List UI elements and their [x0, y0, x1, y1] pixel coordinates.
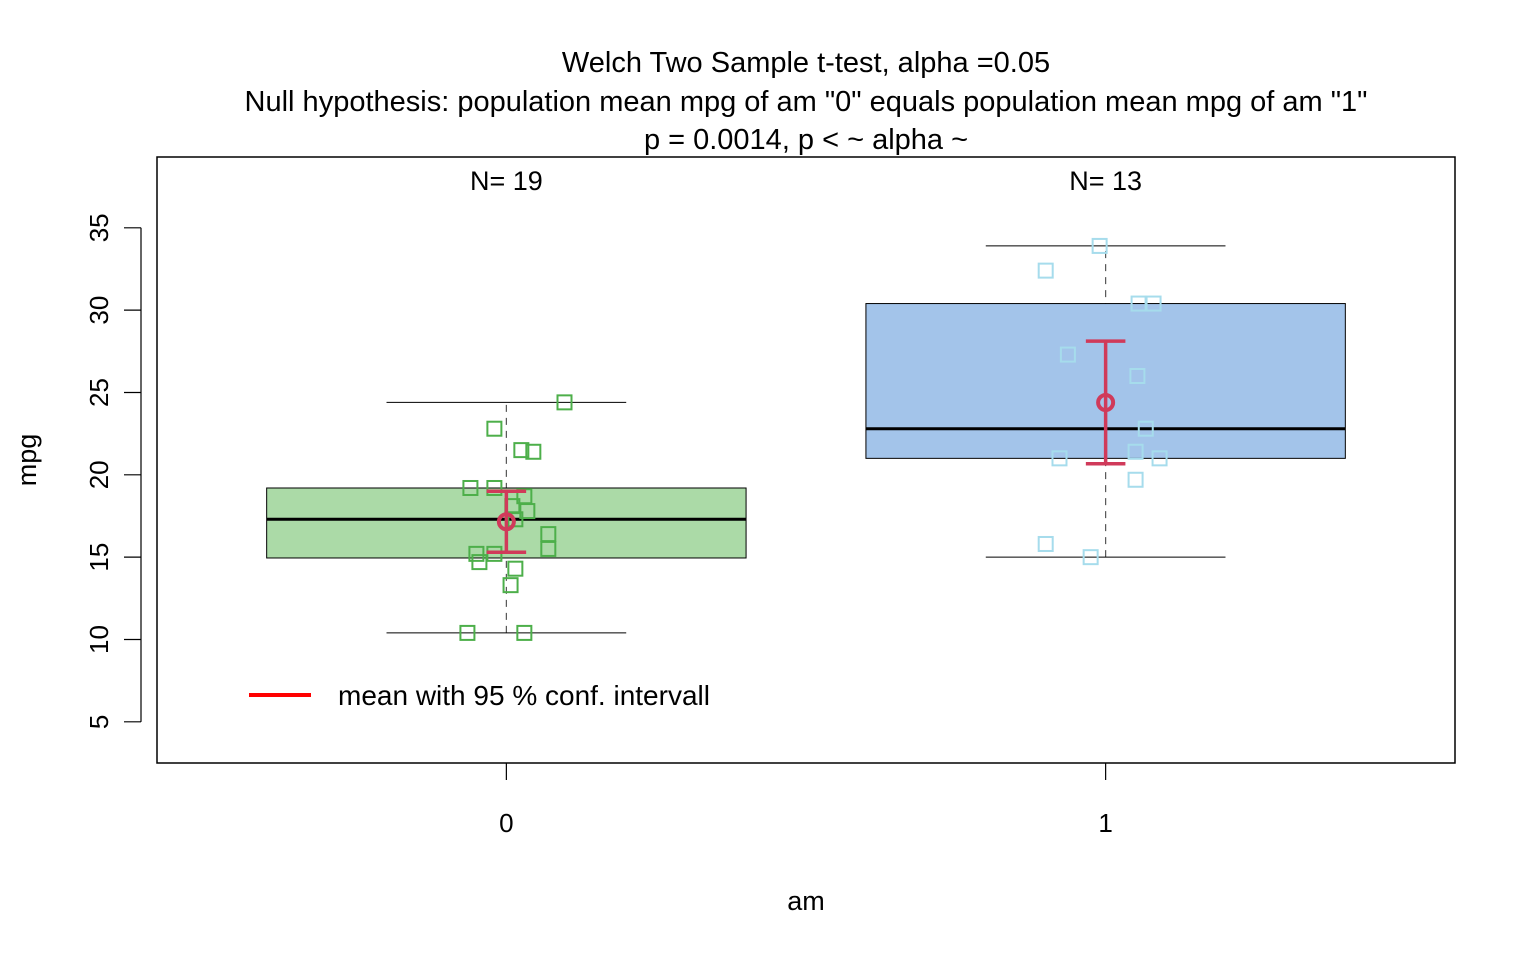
group-0-point-3: [507, 560, 524, 577]
group-1-point-5: [1127, 443, 1144, 460]
group-1-point-11: [1037, 262, 1054, 279]
group-1-n-label: N= 13: [1069, 166, 1142, 196]
y-tick-label-15: 15: [84, 543, 114, 572]
y-tick-label-30: 30: [84, 296, 114, 325]
group-1-point-10: [1145, 295, 1162, 312]
y-tick-label-20: 20: [84, 460, 114, 489]
group-1-point-2: [1127, 471, 1144, 488]
group-1-mean-point: [1096, 393, 1116, 413]
y-tick-label-35: 35: [84, 213, 114, 242]
y-tick-label-10: 10: [84, 625, 114, 654]
plot-frame: [156, 156, 1456, 764]
y-axis: 5 10 15 20 25 30 35: [84, 213, 142, 729]
group-0-point-5: [468, 545, 485, 562]
group-0-point-8: [540, 526, 557, 543]
group-1-point-1: [1037, 535, 1054, 552]
n-labels-group: N= 19 N= 13: [470, 166, 1142, 196]
y-tick-label-25: 25: [84, 378, 114, 407]
group-0-point-13: [462, 479, 479, 496]
mean-ci-group: [486, 339, 1126, 554]
group-0-n-label: N= 19: [470, 166, 543, 196]
group-1-point-12: [1091, 237, 1108, 254]
title-line-2: Null hypothesis: population mean mpg of …: [245, 86, 1368, 118]
y-tick-label-5: 5: [84, 715, 114, 729]
group-1-point-0: [1082, 549, 1099, 566]
group-0-point-16: [513, 442, 530, 459]
group-0-point-1: [516, 624, 533, 641]
group-0-point-0: [459, 624, 476, 641]
group-0-mean-point: [496, 512, 516, 532]
title-line-3: p = 0.0014, p < ~ alpha ~: [644, 124, 968, 156]
group-0-point-4: [471, 554, 488, 571]
group-1-point-8: [1059, 346, 1076, 363]
legend: mean with 95 % conf. intervall: [249, 680, 710, 711]
y-axis-label: mpg: [12, 434, 42, 487]
x-tick-label-1: 1: [1098, 808, 1112, 838]
legend-label: mean with 95 % conf. intervall: [338, 680, 710, 711]
group-1-point-6: [1137, 420, 1154, 437]
group-0-point-2: [502, 577, 519, 594]
group-0-point-15: [525, 443, 542, 460]
x-tick-label-0: 0: [499, 808, 513, 838]
group-1-point-7: [1129, 368, 1146, 385]
group-1-point-4: [1151, 450, 1168, 467]
group-0-point-14: [486, 479, 503, 496]
chart-title: Welch Two Sample t-test, alpha =0.05 Nul…: [245, 47, 1368, 156]
title-line-1: Welch Two Sample t-test, alpha =0.05: [562, 47, 1050, 79]
group-0-point-18: [556, 394, 573, 411]
group-1-point-3: [1051, 450, 1068, 467]
group-0-point-17: [486, 420, 503, 437]
boxplot-group: [266, 245, 1346, 634]
x-axis-label: am: [787, 886, 825, 916]
group-0-point-12: [516, 488, 533, 505]
